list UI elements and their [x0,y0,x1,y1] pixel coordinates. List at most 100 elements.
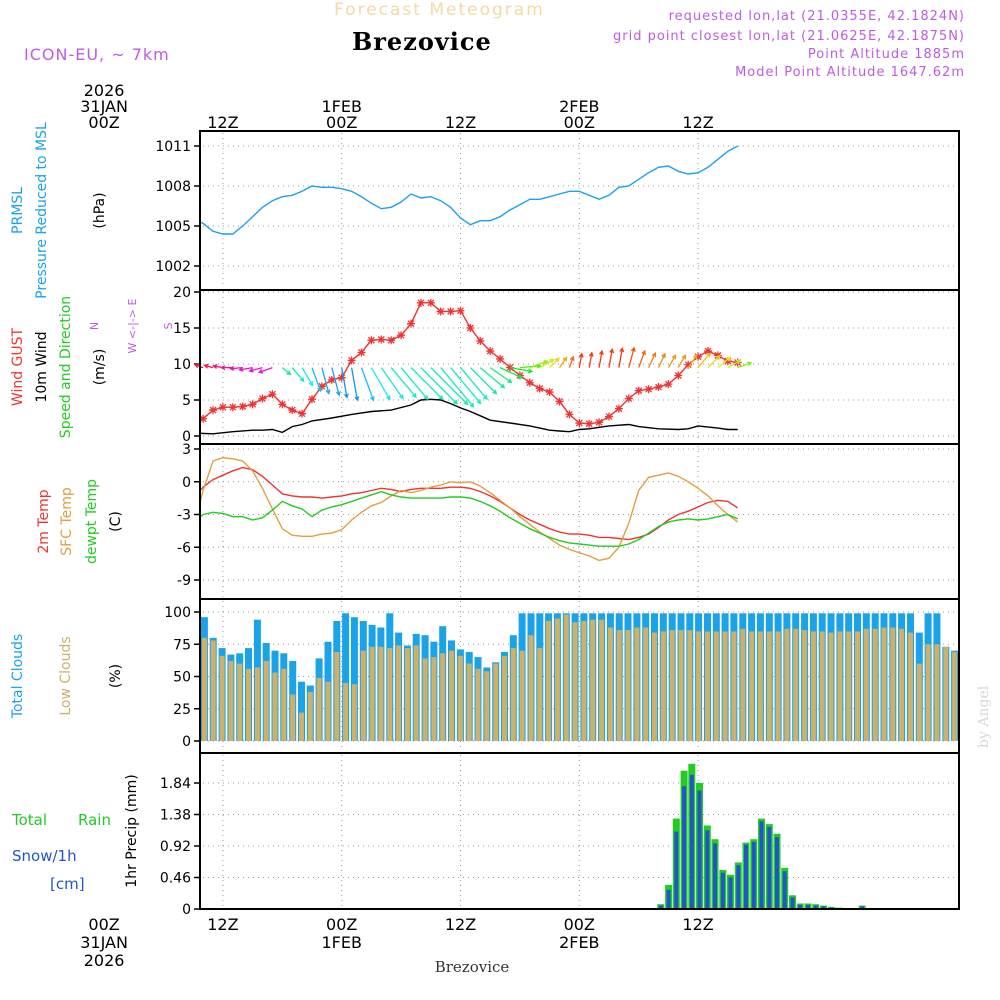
wind-arrow-shaft [479,367,505,389]
pressure-panel: 1002 1005 1008 1011 PRMSL Pressure Reduced to… [10,122,956,299]
temperature-panel: -9 -6 -3 0 3 2m Temp SFC Temp dewpt Temp (C) [36,442,956,597]
clouds-bar-low-clouds [351,684,357,741]
precip-bar-snow-1h [682,786,687,909]
precip-frame [199,752,960,910]
clouds-bar-low-clouds [775,631,781,741]
wind-arrow-shaft [648,352,656,368]
gust-marker [407,319,415,328]
watermark-text: by Angel [976,685,992,748]
wind-arrow-head [569,355,575,361]
wind-arrow-shaft [460,367,488,400]
clouds-bar-low-clouds [563,614,569,741]
wind-ytick-label: 20 [173,285,191,301]
wind-arrow-shaft [608,349,613,368]
clouds-ytick-label: 0 [182,734,191,750]
clouds-bar-low-clouds [943,646,949,741]
clouds-bar-low-clouds [625,630,631,741]
wind-arrow-shaft [667,355,677,368]
wind-arrow-head [257,368,264,374]
bottom-time-label: 12Z [445,915,476,934]
precip-bar-snow-1h [713,843,717,909]
clouds-bar-low-clouds [263,661,269,741]
wind-arrow-head [286,370,292,376]
wind-ylabel: Wind GUST [10,327,26,406]
location-title: Brezovice [352,27,492,56]
wind-arrow-head [343,393,349,399]
wind-arrow-head [212,364,218,369]
wind-arrow-shaft [717,356,731,369]
clouds-bar-low-clouds [237,663,243,741]
wind-arrow-shaft [341,367,348,398]
clouds-bar-low-clouds [607,627,613,741]
precip-bar-snow-1h [658,905,663,909]
clouds-ylabel: Low Clouds [58,636,74,715]
gust-marker [248,400,257,409]
wind-arrow-shaft [380,367,404,399]
clouds-bar-low-clouds [696,631,702,741]
wind-arrow-head [527,368,534,374]
gust-marker [416,298,425,307]
precip-ytick-label: 1.84 [160,776,191,792]
clouds-bar-low-clouds [643,627,649,741]
clouds-bar-low-clouds [740,628,746,741]
clouds-bar-low-clouds [599,619,605,741]
bottom-time-label: 1FEB [321,933,361,952]
clouds-bar-low-clouds [254,667,260,741]
top-time-label: 00Z [88,113,119,132]
clouds-bar-low-clouds [590,619,596,741]
wind-ytick-label: 0 [182,429,191,445]
bottom-time-label: 2FEB [559,933,599,952]
wind-arrow-head [325,389,331,395]
wind-arrow-head [308,381,313,387]
wind-arrow-head [438,395,444,401]
clouds-bar-low-clouds [369,646,375,741]
clouds-bar-low-clouds [766,631,772,741]
gust-marker [327,375,336,384]
wind-arrow-head [543,359,549,365]
wind-arrow-head [452,399,458,405]
wind-arrow-shaft [204,364,214,369]
clouds-bar-low-clouds [828,632,834,741]
clouds-bar-low-clouds [846,631,852,741]
precip-bar-snow-1h [736,865,741,909]
pressure-ylabel: Pressure Reduced to MSL [34,122,50,299]
precip-bar-snow-1h [705,830,710,909]
clouds-bar-low-clouds [634,627,640,741]
gust-marker [337,373,346,382]
wind-arrow-shaft [291,367,305,382]
watermark: by Angel [976,685,992,748]
wind-arrow-shaft [360,367,375,401]
model-label: ICON-EU, ~ 7km [24,45,170,64]
precip-ytick-label: 0.46 [160,871,191,887]
clouds-bar-low-clouds [581,621,587,741]
pressure-line-prmsl [200,145,739,235]
gust-marker [634,386,643,395]
wind-arrow-shaft [707,355,721,369]
wind-arrow-shaft [450,367,481,404]
wind-arrow-head [500,383,506,389]
gust-marker [624,394,633,403]
top-time-label: 2FEB [559,97,599,116]
wind-arrow-head [238,366,244,372]
clouds-bar-low-clouds [572,622,578,741]
legend-total: Total [11,811,47,829]
temperature-ylabel: SFC Temp [59,487,75,556]
requested-coords: requested lon,lat (21.0355E, 42.1824N) [668,9,965,24]
wind-arrow-head [706,352,711,358]
gust-marker [486,347,495,356]
clouds-bar-low-clouds [378,646,384,741]
wind-ylabel: 10m Wind [34,331,50,402]
gust-marker [674,371,683,380]
gust-marker [605,412,613,421]
wind-arrow-head [562,356,568,362]
temperature-ytick-label: 3 [182,442,191,458]
pressure-ytick-label: 1005 [155,219,191,235]
gust-marker [446,307,455,316]
gust-marker [575,419,584,428]
compass-s: S [162,322,175,329]
clouds-bar-low-clouds [705,631,710,741]
clouds-bar-low-clouds [908,632,913,741]
wind-ylabel: Speed and Direction [58,296,74,438]
wind-arrow-shaft [737,362,752,369]
